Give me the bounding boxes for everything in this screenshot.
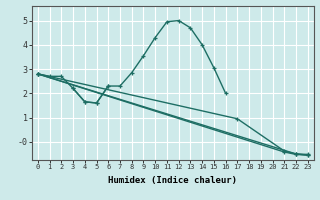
X-axis label: Humidex (Indice chaleur): Humidex (Indice chaleur) (108, 176, 237, 185)
